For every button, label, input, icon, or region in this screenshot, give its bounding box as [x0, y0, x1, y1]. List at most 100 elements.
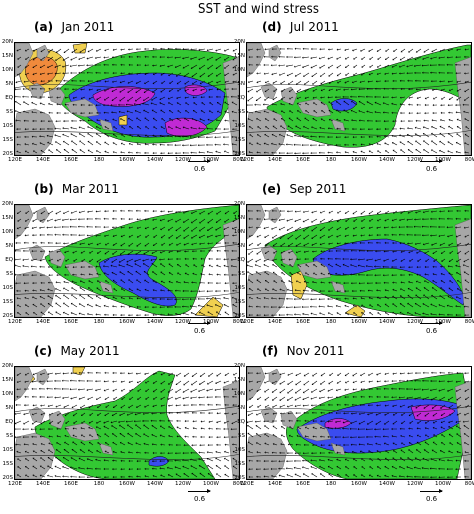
wind-arrow-head [167, 313, 169, 316]
wind-arrow [80, 295, 86, 300]
wind-arrow-head [63, 242, 65, 245]
wind-arrow-head [360, 474, 363, 477]
wind-arrow-head [191, 250, 194, 253]
wind-arrow-head [95, 141, 98, 144]
wind-arrow-head [184, 419, 187, 423]
wind-arrow [207, 56, 214, 60]
wind-arrow-head [361, 65, 364, 68]
wind-arrow [232, 265, 238, 268]
wind-arrow [280, 380, 286, 384]
wind-arrow [466, 242, 470, 246]
wind-arrow-head [255, 271, 258, 274]
wind-arrow-head [423, 149, 425, 151]
y-tick-label: 5N [237, 243, 245, 249]
wind-arrow [273, 96, 278, 100]
wind-arrow-head [327, 257, 329, 260]
wind-arrow [154, 127, 158, 130]
x-tick-label: 100W [203, 157, 219, 163]
wind-arrow-head [160, 271, 163, 274]
wind-arrow [322, 110, 326, 114]
wind-arrow [362, 56, 366, 60]
wind-arrow [281, 96, 286, 100]
wind-arrow [224, 380, 230, 383]
wind-arrow-head [87, 149, 90, 152]
wind-arrow [442, 258, 446, 262]
wind-arrow-head [351, 100, 353, 103]
wind-arrow [192, 282, 198, 284]
wind-arrow [105, 288, 110, 292]
wind-arrow-head [392, 413, 395, 416]
wind-arrow [185, 96, 190, 98]
wind-arrow-head [174, 66, 177, 69]
wind-arrow-head [414, 397, 416, 400]
wind-arrow [48, 218, 54, 222]
wind-arrow-head [343, 443, 345, 447]
wind-arrow-head [47, 427, 50, 431]
wind-arrow-head [455, 217, 457, 220]
wind-arrow [297, 96, 302, 99]
wind-arrow-head [280, 102, 282, 106]
wind-arrow-head [62, 456, 65, 459]
wind-arrow-head [185, 102, 187, 105]
wind-arrow [337, 234, 342, 237]
wind-arrow-head [415, 294, 418, 297]
wind-arrow [257, 442, 262, 446]
wind-arrow-head [190, 396, 192, 400]
wind-arrow-head [182, 48, 184, 51]
wind-arrow [424, 210, 430, 213]
wind-arrow-head [200, 420, 203, 423]
sst-map-d [247, 43, 471, 155]
wind-arrow-head [136, 297, 139, 300]
wind-arrow-head [446, 217, 449, 220]
wind-arrow-head [190, 126, 192, 129]
wind-arrow-head [56, 111, 58, 115]
wind-arrow-head [310, 66, 313, 69]
wind-arrow [352, 412, 358, 414]
wind-arrow [200, 312, 206, 316]
wind-arrow-head [358, 412, 361, 416]
wind-arrow [272, 134, 278, 138]
wind-arrow-head [111, 90, 114, 93]
wind-arrow [161, 218, 166, 221]
wind-arrow-head [120, 63, 122, 66]
wind-arrow-head [175, 390, 177, 393]
wind-arrow [191, 459, 198, 462]
wind-arrow [18, 459, 22, 462]
x-tick-label: 120E [8, 319, 22, 325]
wind-arrow-head [448, 406, 451, 409]
wind-arrow-head [376, 233, 378, 237]
wind-arrow-head [295, 83, 298, 85]
wind-arrow [400, 135, 406, 138]
reference-value-b: 0.6 [194, 327, 206, 335]
wind-arrow [329, 242, 334, 245]
wind-arrow [433, 412, 438, 416]
wind-arrow [287, 64, 294, 67]
wind-arrow [337, 466, 342, 470]
wind-arrow-head [448, 111, 450, 114]
wind-arrow-head [302, 312, 304, 316]
wind-arrow-head [286, 297, 288, 300]
wind-arrow [264, 297, 270, 300]
wind-arrow [415, 467, 422, 470]
wind-arrow-head [335, 101, 338, 103]
wind-arrow-head [208, 412, 210, 415]
wind-stress-arrows [247, 209, 470, 317]
wind-arrow-head [214, 388, 217, 392]
wind-arrow-head [464, 314, 466, 317]
wind-arrow [97, 258, 102, 262]
wind-arrow [120, 433, 126, 438]
wind-arrow-head [280, 419, 282, 423]
wind-arrow-head [271, 419, 274, 423]
wind-arrow [33, 56, 38, 60]
wind-arrow-head [87, 210, 89, 213]
wind-arrow [345, 151, 350, 154]
landmass [15, 43, 34, 78]
wind-arrow [25, 143, 30, 146]
wind-arrow-head [422, 126, 425, 129]
wind-arrow [432, 141, 438, 146]
wind-arrow [72, 404, 78, 408]
wind-arrow-head [232, 220, 235, 223]
wind-arrow-head [174, 144, 176, 147]
wind-arrow-head [77, 388, 80, 391]
wind-arrow [41, 420, 46, 424]
